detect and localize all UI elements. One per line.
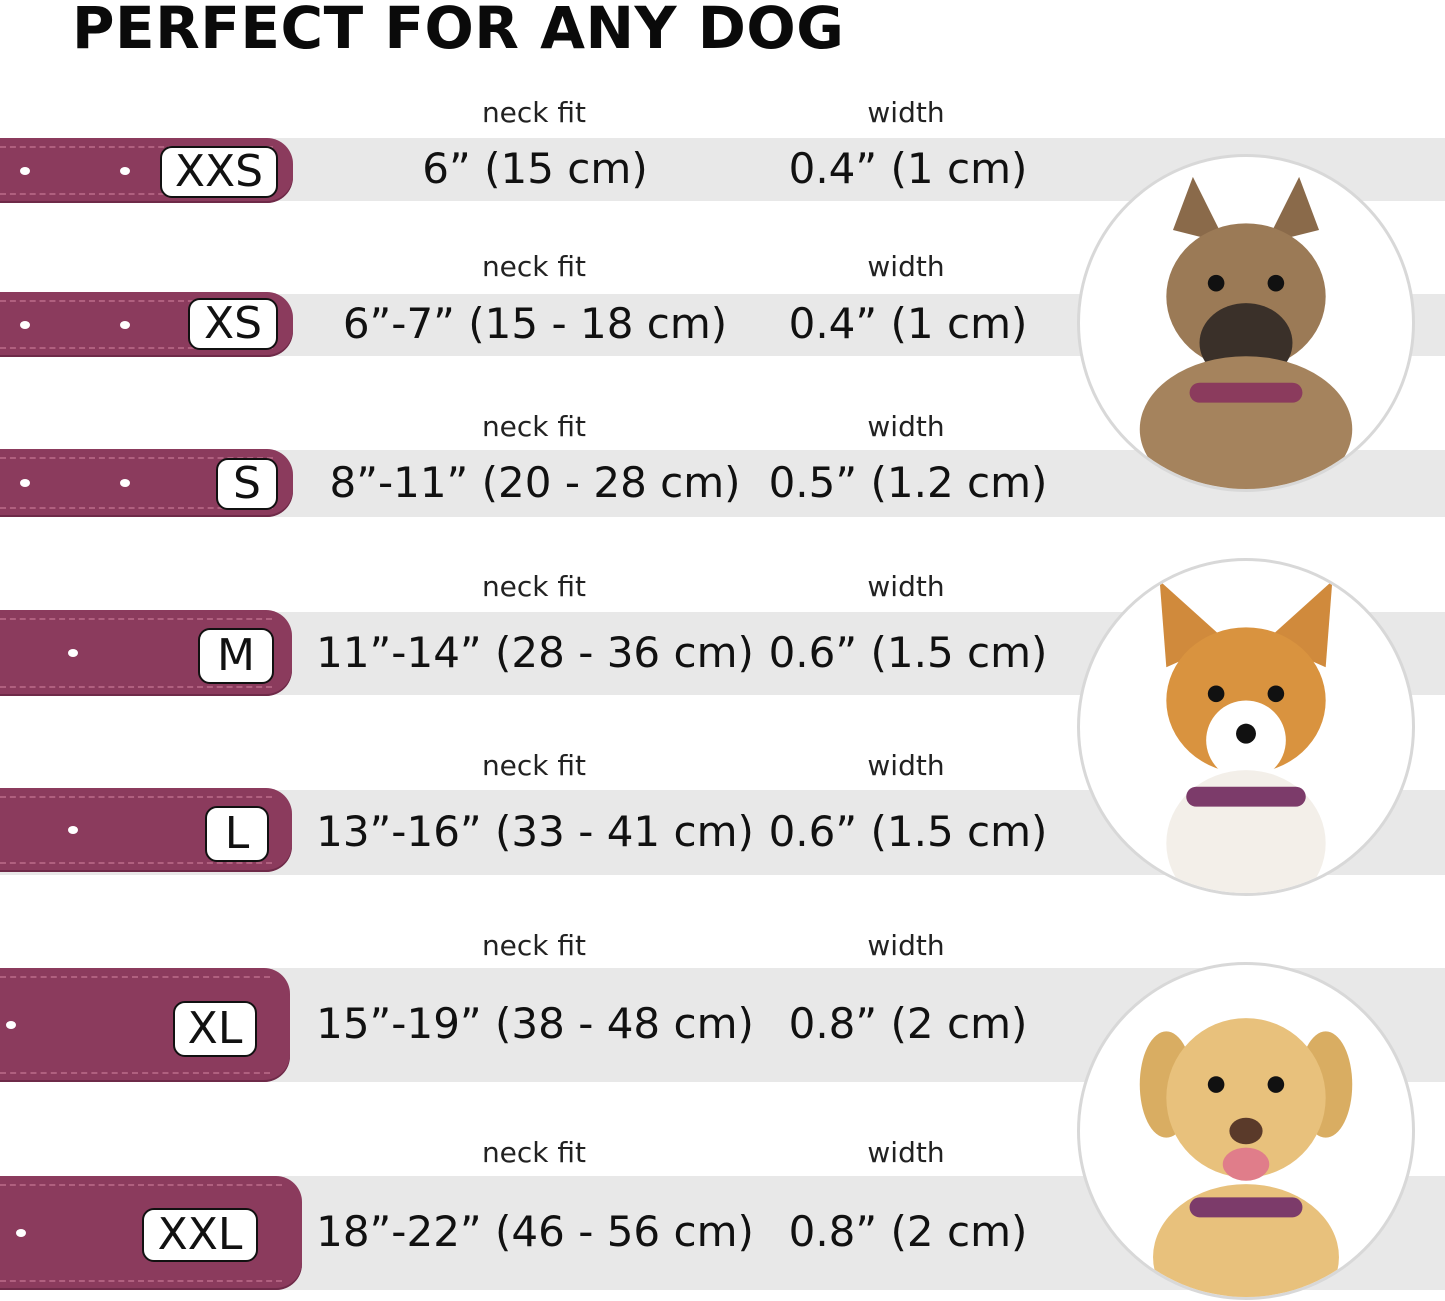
stitch-line: [0, 862, 272, 864]
size-tag: XL: [173, 1001, 257, 1057]
width-label: width: [867, 96, 945, 129]
stitch-line: [0, 618, 272, 620]
width-value: 0.6” (1.5 cm): [768, 806, 1048, 856]
neck-fit-value: 11”-14” (28 - 36 cm): [316, 627, 754, 677]
collar-hole: [6, 1021, 16, 1029]
neck-fit-value: 18”-22” (46 - 56 cm): [316, 1207, 754, 1256]
labrador-photo: [1077, 962, 1415, 1300]
width-value: 0.4” (1 cm): [788, 299, 1028, 348]
stitch-line: [0, 796, 272, 798]
size-tag: M: [198, 628, 274, 684]
width-value: 0.4” (1 cm): [788, 143, 1028, 193]
stitch-line: [0, 507, 273, 509]
stitch-line: [0, 300, 273, 302]
neck-fit-label: neck fit: [481, 96, 587, 129]
width-label: width: [867, 929, 945, 962]
collar-hole: [120, 479, 130, 487]
neck-fit-label: neck fit: [481, 570, 587, 603]
collar-hole: [20, 320, 30, 329]
width-value: 0.8” (2 cm): [788, 1207, 1028, 1256]
terrier-photo: [1077, 154, 1415, 492]
labrador-icon: [1139, 1018, 1353, 1297]
size-tag: XXL: [142, 1208, 258, 1262]
collar-hole: [20, 166, 30, 175]
width-value: 0.5” (1.2 cm): [768, 457, 1048, 507]
width-label: width: [867, 1136, 945, 1169]
corgi-icon: [1159, 580, 1333, 893]
terrier-icon: [1139, 176, 1353, 489]
neck-fit-label: neck fit: [481, 749, 587, 782]
size-tag: XXS: [160, 146, 278, 198]
stitch-line: [0, 1280, 282, 1282]
width-label: width: [867, 410, 945, 443]
neck-fit-value: 15”-19” (38 - 48 cm): [316, 999, 754, 1048]
stitch-line: [0, 1184, 282, 1186]
corgi-photo: [1077, 558, 1415, 896]
neck-fit-value: 8”-11” (20 - 28 cm): [329, 457, 741, 507]
stitch-line: [0, 193, 273, 195]
width-label: width: [867, 250, 945, 283]
collar-hole: [16, 1229, 26, 1237]
collar-hole: [68, 826, 78, 834]
collar-hole: [120, 320, 130, 329]
neck-fit-label: neck fit: [481, 1136, 587, 1169]
width-value: 0.6” (1.5 cm): [768, 627, 1048, 677]
stitch-line: [0, 347, 273, 349]
width-value: 0.8” (2 cm): [788, 999, 1028, 1048]
stitch-line: [0, 686, 272, 688]
width-label: width: [867, 749, 945, 782]
neck-fit-value: 13”-16” (33 - 41 cm): [316, 806, 754, 856]
size-tag: L: [205, 806, 269, 862]
collar-hole: [120, 166, 130, 175]
collar-hole: [68, 649, 78, 657]
neck-fit-label: neck fit: [481, 250, 587, 283]
stitch-line: [0, 1072, 270, 1074]
width-label: width: [867, 570, 945, 603]
size-tag: XS: [188, 298, 278, 350]
neck-fit-value: 6”-7” (15 - 18 cm): [342, 299, 728, 348]
size-tag: S: [216, 458, 278, 510]
stitch-line: [0, 976, 270, 978]
stitch-line: [0, 457, 273, 459]
neck-fit-value: 6” (15 cm): [422, 143, 648, 193]
neck-fit-label: neck fit: [481, 410, 587, 443]
page-title: PERFECT FOR ANY DOG: [72, 0, 845, 62]
stitch-line: [0, 146, 273, 148]
collar-hole: [20, 479, 30, 487]
neck-fit-label: neck fit: [481, 929, 587, 962]
